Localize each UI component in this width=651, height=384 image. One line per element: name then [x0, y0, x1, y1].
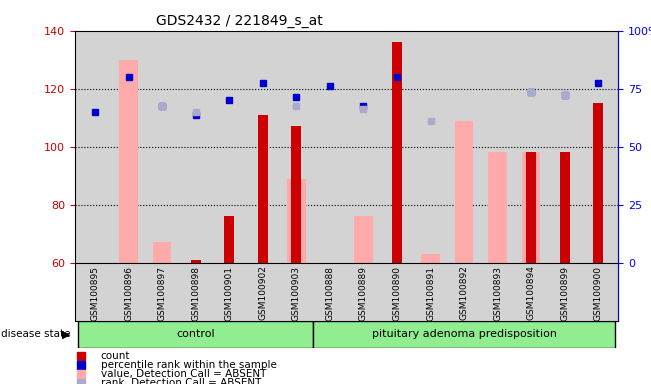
Text: GSM100895: GSM100895 [90, 266, 100, 321]
Text: percentile rank within the sample: percentile rank within the sample [101, 360, 277, 370]
Bar [560, 152, 570, 263]
Text: GSM100897: GSM100897 [158, 266, 167, 321]
Text: GSM100901: GSM100901 [225, 266, 234, 321]
Bar [522, 152, 540, 263]
Text: GSM100900: GSM100900 [594, 266, 603, 321]
Text: ▶: ▶ [62, 329, 70, 339]
Text: count: count [101, 351, 130, 361]
Text: GSM100890: GSM100890 [393, 266, 402, 321]
Text: GSM100902: GSM100902 [258, 266, 268, 320]
Text: GSM100893: GSM100893 [493, 266, 502, 321]
Bar [354, 216, 372, 263]
Text: GSM100892: GSM100892 [460, 266, 469, 320]
Text: GSM100898: GSM100898 [191, 266, 200, 321]
Bar [488, 152, 507, 263]
Text: GSM100896: GSM100896 [124, 266, 133, 321]
Text: GDS2432 / 221849_s_at: GDS2432 / 221849_s_at [156, 14, 323, 28]
Bar [258, 115, 268, 263]
Text: pituitary adenoma predisposition: pituitary adenoma predisposition [372, 329, 557, 339]
Text: GSM100899: GSM100899 [561, 266, 569, 321]
Text: GSM100894: GSM100894 [527, 266, 536, 320]
Text: GSM100889: GSM100889 [359, 266, 368, 321]
Text: GSM100891: GSM100891 [426, 266, 435, 321]
Text: GSM100888: GSM100888 [326, 266, 335, 321]
Bar [78, 321, 313, 348]
Text: GSM100903: GSM100903 [292, 266, 301, 321]
Bar [593, 103, 603, 263]
Text: rank, Detection Call = ABSENT: rank, Detection Call = ABSENT [101, 378, 261, 384]
Bar [421, 254, 440, 263]
Bar [119, 60, 138, 263]
Bar [291, 126, 301, 263]
Bar [287, 179, 305, 263]
Bar [392, 42, 402, 263]
Text: control: control [176, 329, 215, 339]
Bar [224, 216, 234, 263]
Bar [153, 242, 171, 263]
Bar [526, 152, 536, 263]
Bar [191, 260, 201, 263]
Bar [455, 121, 473, 263]
Bar [313, 321, 615, 348]
Text: disease state: disease state [1, 329, 70, 339]
Text: value, Detection Call = ABSENT: value, Detection Call = ABSENT [101, 369, 266, 379]
